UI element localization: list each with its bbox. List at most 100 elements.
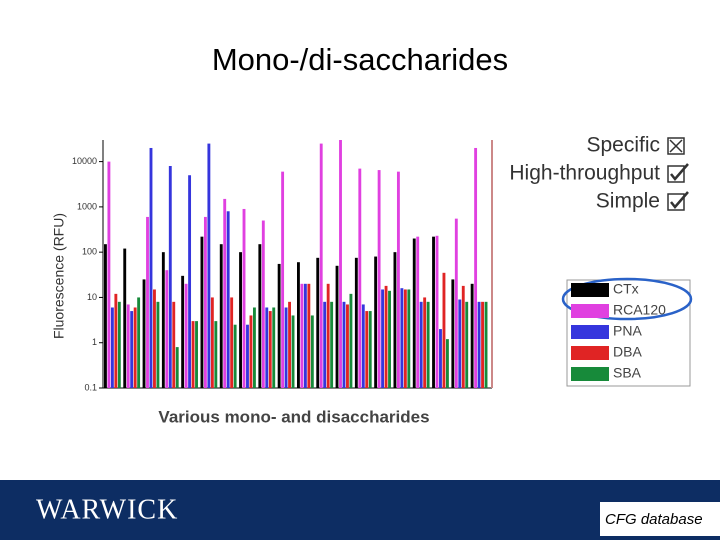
bar <box>474 147 478 388</box>
bar <box>381 289 385 388</box>
y-tick-label: 10 <box>87 292 97 302</box>
bar <box>400 288 404 388</box>
source-box <box>600 502 720 536</box>
legend-label: DBA <box>613 344 642 360</box>
bar <box>210 297 214 388</box>
bar <box>207 143 211 388</box>
logo: WARWICK <box>36 494 178 525</box>
bar <box>481 301 484 388</box>
bar <box>261 220 265 388</box>
bar <box>319 143 323 388</box>
y-tick-label: 1 <box>92 337 97 347</box>
bar <box>407 289 411 388</box>
y-tick-label: 1000 <box>77 201 97 211</box>
bar <box>393 252 397 388</box>
bar <box>126 304 130 388</box>
bar <box>188 175 192 388</box>
y-tick-label: 0.1 <box>84 382 97 392</box>
bar <box>252 307 256 388</box>
bar <box>114 293 118 388</box>
bar <box>258 244 262 388</box>
bar <box>445 339 449 388</box>
bar <box>465 301 469 388</box>
legend-label: CTx <box>613 281 639 297</box>
bar <box>368 311 372 388</box>
bar <box>316 257 320 388</box>
legend-label: RCA120 <box>613 302 666 318</box>
legend-swatch <box>571 367 609 381</box>
bar <box>107 161 111 388</box>
bar <box>291 315 295 388</box>
bar <box>268 311 272 388</box>
bar <box>335 265 339 388</box>
bar <box>310 315 314 388</box>
bar <box>123 248 127 388</box>
bar <box>133 307 137 388</box>
y-tick-label: 10000 <box>72 156 97 166</box>
checkbox <box>667 137 685 155</box>
bar <box>226 211 230 388</box>
legend-swatch <box>571 346 609 360</box>
bar <box>277 263 281 388</box>
bar <box>246 324 249 388</box>
bar <box>104 244 107 388</box>
bar <box>349 293 353 388</box>
bar <box>384 285 388 388</box>
bar <box>412 238 416 388</box>
bar <box>146 216 149 388</box>
criterion-label: Specific <box>586 134 660 157</box>
bar <box>323 301 327 388</box>
bar <box>354 257 358 388</box>
cross-mark <box>669 139 683 153</box>
bar <box>403 289 407 388</box>
bar <box>439 329 442 388</box>
bar <box>396 171 400 388</box>
bar <box>426 301 430 388</box>
legend-swatch <box>571 283 609 297</box>
criteria-list: Specific High-throughput Simple <box>509 134 689 213</box>
bar <box>461 285 465 388</box>
bar <box>484 301 488 388</box>
y-tick-label: 100 <box>82 247 97 257</box>
bar <box>130 311 134 388</box>
bar <box>346 304 349 388</box>
bar <box>454 218 458 388</box>
bar <box>137 297 141 388</box>
bar <box>200 236 204 388</box>
bar <box>326 283 330 388</box>
criterion-label: Simple <box>596 190 660 213</box>
checkbox <box>667 193 685 211</box>
bar <box>165 270 169 388</box>
bar <box>168 165 172 388</box>
y-axis-label: Fluorescence (RFU) <box>51 213 67 339</box>
checkbox <box>667 165 685 183</box>
x-axis-label: Various mono- and disaccharides <box>158 407 429 426</box>
check-mark <box>670 163 689 181</box>
bar <box>330 301 334 388</box>
check-mark <box>670 191 689 209</box>
bar <box>184 283 188 388</box>
bar <box>419 301 423 388</box>
criterion-label: High-throughput <box>509 162 660 185</box>
bar <box>477 301 481 388</box>
bar <box>195 321 198 388</box>
bar <box>281 171 285 388</box>
bar <box>156 301 160 388</box>
bar <box>117 301 121 388</box>
bar <box>388 290 391 388</box>
highlight-ellipse <box>561 277 693 321</box>
bar <box>416 236 420 388</box>
bar <box>161 252 165 388</box>
bar <box>470 283 474 388</box>
bar <box>153 289 156 388</box>
bar <box>265 307 269 388</box>
bar <box>172 301 176 388</box>
legend-label: PNA <box>613 323 642 339</box>
legend-swatch <box>571 304 609 318</box>
bar <box>272 307 276 388</box>
bar <box>288 301 291 388</box>
bar <box>110 307 114 388</box>
bar <box>423 297 427 388</box>
slide-title: Mono-/di-saccharides <box>212 42 508 77</box>
